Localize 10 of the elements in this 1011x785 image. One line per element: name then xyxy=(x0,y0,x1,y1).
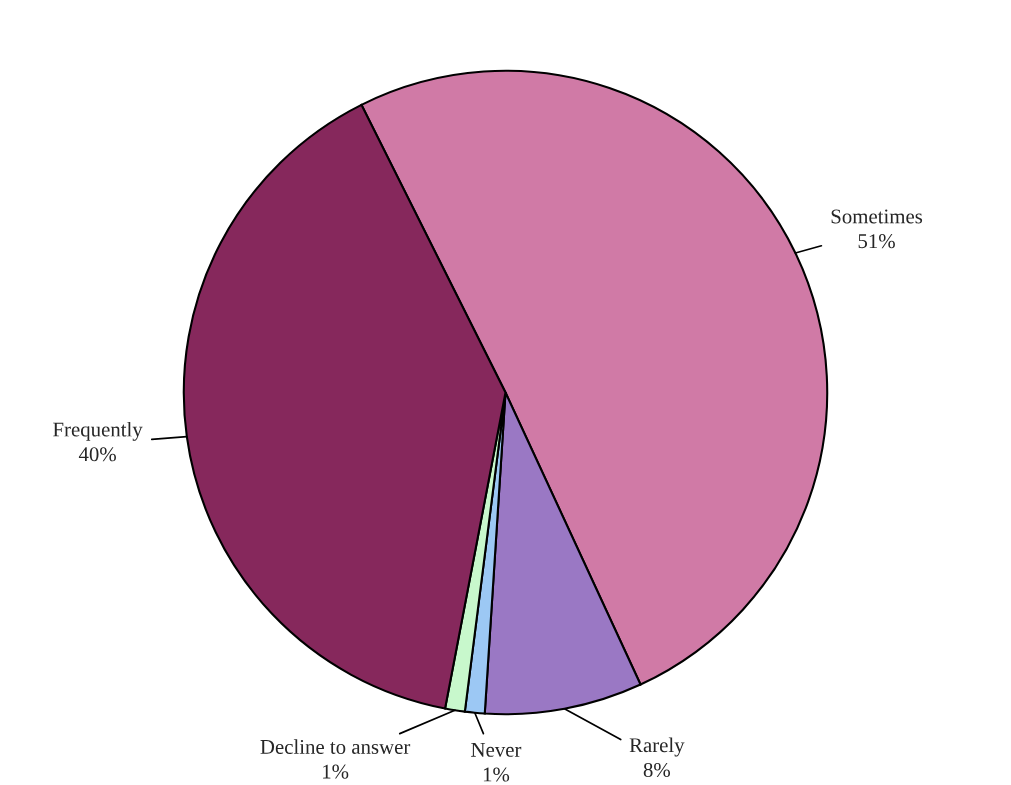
data-label: 40% xyxy=(78,447,116,462)
data-label: 1% xyxy=(483,767,510,782)
slice-label: Frequently xyxy=(53,421,143,441)
slice-label: Decline to answer xyxy=(260,739,411,754)
data-label: 1% xyxy=(323,764,349,779)
slice-label: Sometimes xyxy=(831,209,923,224)
slice-label: Never xyxy=(471,743,522,757)
data-label: 51% xyxy=(858,234,895,249)
slice-label: Rarely xyxy=(629,737,685,757)
data-label: 8% xyxy=(643,762,671,778)
